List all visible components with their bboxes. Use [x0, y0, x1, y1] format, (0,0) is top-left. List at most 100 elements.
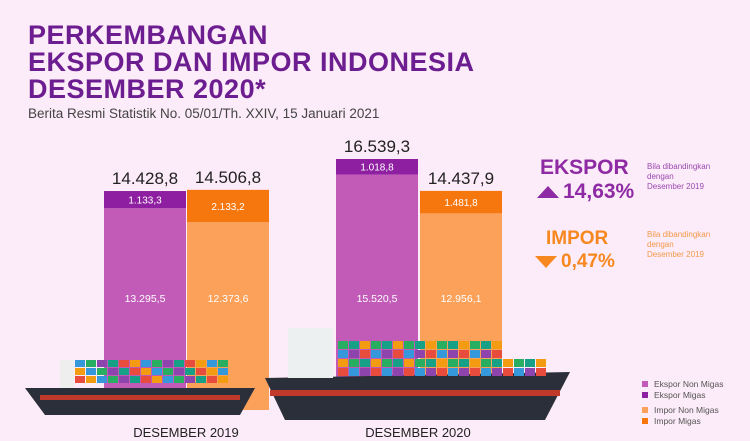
container — [196, 376, 206, 383]
container — [130, 360, 140, 367]
container — [393, 350, 403, 358]
container — [196, 360, 206, 367]
container — [360, 359, 370, 367]
impor-label: IMPOR — [546, 228, 609, 249]
container — [426, 350, 436, 358]
subtitle: Berita Resmi Statistik No. 05/01/Th. XXI… — [28, 106, 380, 121]
ship-large-bridge — [288, 328, 333, 378]
container — [426, 359, 436, 367]
legend: Ekspor Non Migas Ekspor Migas Impor Non … — [642, 378, 723, 426]
bar-ekspor-migas — [336, 159, 418, 175]
container — [525, 368, 535, 376]
ekspor-change: 14,63% — [537, 180, 634, 204]
container — [470, 359, 480, 367]
container — [503, 368, 513, 376]
container — [360, 368, 370, 376]
legend-swatch — [642, 406, 648, 413]
container — [503, 359, 513, 367]
container — [448, 359, 458, 367]
label-impor-total: 14.506,8 — [195, 168, 261, 187]
label-impor-non-migas: 12.956,1 — [441, 293, 482, 305]
container — [470, 368, 480, 376]
container — [152, 360, 162, 367]
container — [481, 368, 491, 376]
container — [163, 360, 173, 367]
container — [152, 368, 162, 375]
container — [415, 368, 425, 376]
container — [97, 360, 107, 367]
container — [141, 368, 151, 375]
legend-swatch — [642, 380, 648, 387]
container — [481, 350, 491, 358]
container — [437, 350, 447, 358]
container — [371, 359, 381, 367]
container — [86, 376, 96, 383]
bar-ekspor-migas — [104, 191, 186, 209]
container — [492, 350, 502, 358]
triangle-down-icon — [535, 256, 557, 268]
container — [437, 368, 447, 376]
legend-item: Ekspor Non Migas — [642, 378, 723, 389]
container — [415, 350, 425, 358]
container — [514, 368, 524, 376]
note-line: dengan — [647, 172, 674, 181]
container — [185, 376, 195, 383]
container — [371, 368, 381, 376]
bar-impor-migas — [187, 189, 269, 223]
label-ekspor-non-migas: 13.295,5 — [125, 293, 166, 305]
ekspor-label: EKSPOR — [540, 156, 629, 179]
ekspor-change-value: 14,63% — [563, 180, 635, 203]
label-impor-non-migas: 12.373,6 — [208, 293, 249, 305]
container — [525, 359, 535, 367]
container — [536, 359, 546, 367]
container — [437, 359, 447, 367]
container — [404, 368, 414, 376]
container — [218, 360, 228, 367]
container — [404, 359, 414, 367]
label-ekspor-total: 16.539,3 — [344, 137, 410, 156]
note-line: Desember 2019 — [647, 182, 704, 191]
container — [492, 359, 502, 367]
container — [207, 376, 217, 383]
container — [349, 341, 359, 349]
container — [349, 350, 359, 358]
container — [119, 360, 129, 367]
container — [86, 360, 96, 367]
container — [185, 360, 195, 367]
container — [207, 360, 217, 367]
page-title: PERKEMBANGAN EKSPOR DAN IMPOR INDONESIA … — [28, 20, 475, 104]
label-ekspor-migas: 1.133,3 — [128, 196, 162, 207]
container — [415, 341, 425, 349]
container — [426, 341, 436, 349]
container — [459, 341, 469, 349]
ship-small-stripe — [40, 395, 240, 400]
impor-note: Bila dibandingkan dengan Desember 2019 — [647, 230, 710, 260]
container — [492, 368, 502, 376]
container — [514, 359, 524, 367]
container — [371, 341, 381, 349]
note-line: Bila dibandingkan — [647, 230, 711, 239]
container — [448, 368, 458, 376]
container — [75, 376, 85, 383]
container — [459, 368, 469, 376]
bar-impor-migas — [420, 190, 502, 214]
container — [459, 359, 469, 367]
container — [338, 341, 348, 349]
container — [75, 368, 85, 375]
container — [141, 360, 151, 367]
container — [382, 359, 392, 367]
container — [185, 368, 195, 375]
container — [130, 376, 140, 383]
legend-swatch — [642, 391, 648, 398]
note-line: Bila dibandingkan — [647, 162, 711, 171]
container — [196, 368, 206, 375]
ground — [0, 420, 750, 441]
container — [108, 368, 118, 375]
container — [481, 359, 491, 367]
container — [393, 368, 403, 376]
container — [536, 368, 546, 376]
container — [338, 368, 348, 376]
container — [382, 341, 392, 349]
ship-small-bridge — [60, 360, 74, 388]
